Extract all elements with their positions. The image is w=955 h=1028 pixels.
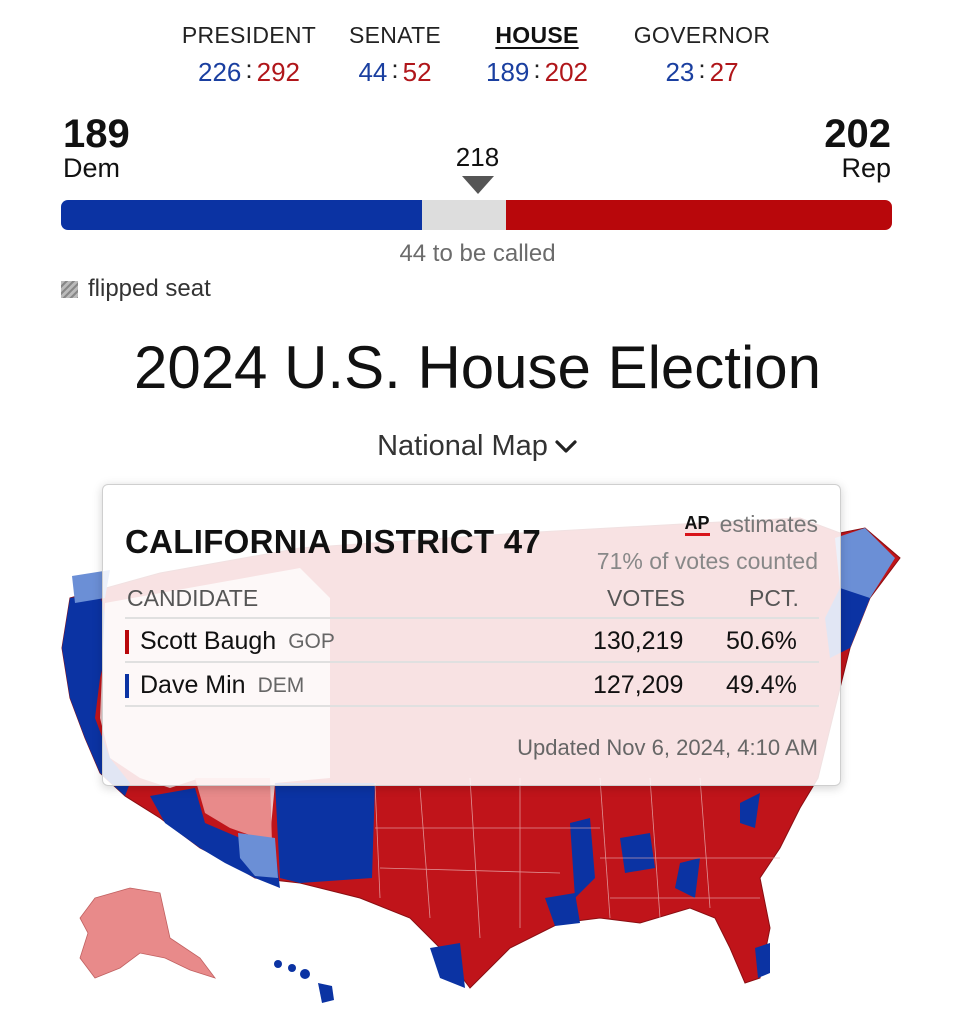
tab-score: 23:27	[665, 54, 739, 87]
dem-score: 189	[485, 57, 530, 87]
divider	[125, 617, 819, 619]
candidate-votes: 127,209	[593, 671, 684, 699]
candidate-row: Scott Baugh GOP	[125, 627, 335, 656]
updated-timestamp: Updated Nov 6, 2024, 4:10 AM	[517, 735, 818, 760]
map-region-pacific-nw	[72, 570, 110, 603]
hatch-swatch-icon	[61, 280, 78, 298]
tab-president[interactable]: PRESIDENT 226:292	[169, 22, 329, 88]
dem-seat-count: 189	[63, 112, 130, 156]
dem-score: 44	[358, 57, 388, 87]
ap-estimates: AP estimates	[684, 511, 818, 538]
map-region-west-coast	[62, 593, 130, 796]
chevron-down-icon	[555, 440, 577, 453]
col-header-candidate: CANDIDATE	[127, 585, 259, 611]
seat-bar	[61, 200, 892, 230]
map-region-urban-3	[740, 793, 760, 828]
majority-threshold: 218	[455, 142, 500, 172]
rep-seats-segment	[506, 200, 892, 230]
votes-counted-text: 71% of votes counted	[596, 548, 818, 574]
flipped-seat-label: flipped seat	[88, 275, 211, 302]
uncalled-seats-segment	[422, 200, 507, 230]
party-marker	[125, 673, 129, 698]
rep-seat-count: 202	[824, 112, 891, 156]
dem-score: 226	[197, 57, 242, 87]
rep-label: Rep	[841, 153, 891, 183]
map-region-urban-5	[620, 833, 655, 873]
rep-score: 52	[402, 57, 432, 87]
tab-score: 226:292	[197, 54, 300, 87]
tab-label: SENATE	[348, 22, 442, 48]
map-region-urban-1	[570, 818, 595, 898]
tab-score: 189:202	[485, 54, 588, 87]
district-tooltip-card: CALIFORNIA DISTRICT 47 AP estimates 71% …	[102, 484, 841, 786]
flipped-seat-legend: flipped seat	[61, 275, 211, 303]
tab-score: 44:52	[358, 54, 432, 87]
race-tabs: PRESIDENT 226:292 SENATE 44:52 HOUSE 189…	[0, 22, 955, 94]
tab-label: PRESIDENT	[181, 22, 317, 48]
map-region-urban-2	[675, 858, 700, 898]
rep-score: 27	[709, 57, 739, 87]
map-region-alaska	[79, 887, 217, 979]
ap-logo: AP	[684, 514, 710, 536]
divider	[125, 705, 819, 707]
map-region-texas-border	[430, 943, 465, 988]
divider	[125, 661, 819, 663]
map-region-hawaii	[274, 960, 334, 1003]
candidate-pct: 49.4%	[726, 671, 797, 699]
ap-estimates-text: estimates	[719, 511, 818, 537]
map-region-arizona-light	[238, 833, 278, 878]
candidate-name: Dave Min	[140, 671, 246, 699]
tab-label: GOVERNOR	[633, 22, 771, 48]
tab-house[interactable]: HOUSE 189:202	[457, 22, 617, 88]
majority-marker-icon	[462, 176, 494, 194]
candidate-votes: 130,219	[593, 627, 684, 655]
candidate-party: DEM	[257, 673, 305, 697]
map-view-dropdown[interactable]: National Map	[0, 430, 955, 463]
dem-label: Dem	[63, 153, 121, 183]
map-region-florida-south	[755, 943, 770, 978]
tab-senate[interactable]: SENATE 44:52	[315, 22, 475, 88]
candidate-row: Dave Min DEM	[125, 671, 304, 700]
candidate-party: GOP	[288, 629, 335, 653]
to-be-called-text: 44 to be called	[399, 240, 556, 267]
page-title: 2024 U.S. House Election	[133, 334, 822, 401]
district-lines	[374, 777, 780, 939]
map-region-nevada-flipped	[195, 778, 272, 843]
map-region-urban-4	[545, 893, 580, 926]
col-header-pct: PCT.	[749, 585, 799, 611]
map-region-new-mexico	[275, 783, 375, 883]
dem-seats-segment	[61, 200, 423, 230]
tab-governor[interactable]: GOVERNOR 23:27	[622, 22, 782, 88]
col-header-votes: VOTES	[607, 585, 685, 611]
rep-score: 292	[256, 57, 300, 87]
dem-score: 23	[665, 57, 695, 87]
district-title: CALIFORNIA DISTRICT 47	[125, 523, 542, 560]
rep-score: 202	[544, 57, 588, 87]
map-view-label: National Map	[377, 430, 548, 462]
candidate-name: Scott Baugh	[140, 627, 277, 655]
tab-label: HOUSE	[495, 22, 579, 48]
party-marker	[125, 629, 129, 654]
candidate-pct: 50.6%	[726, 627, 797, 655]
